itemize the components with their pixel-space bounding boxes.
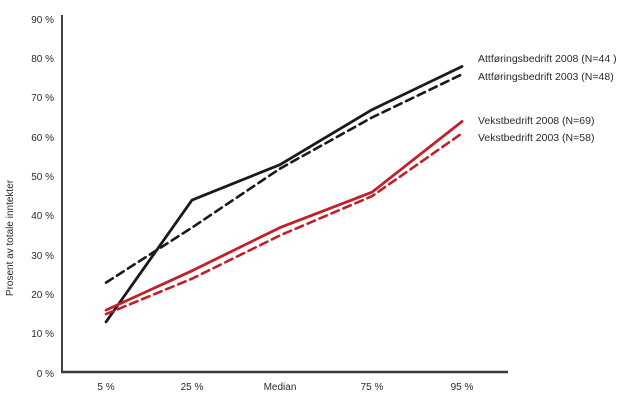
legend-label-vekstbedrift-2003: Vekstbedrift 2003 (N=58) — [478, 132, 594, 144]
line-vekstbedrift-2003-dashed — [104, 132, 464, 316]
x-tick-label: 75 % — [361, 382, 384, 393]
y-tick-labels: 90 % 80 % 70 % 60 % 50 % 40 % 30 % 20 % … — [31, 15, 54, 380]
line-vekstbedrift-2008-solid — [104, 120, 464, 312]
y-tick-label: 20 % — [31, 290, 54, 301]
y-tick-label: 60 % — [31, 133, 54, 144]
y-tick-label: 10 % — [31, 329, 54, 340]
legend: Attføringsbedrift 2008 (N=44 ) Attføring… — [478, 53, 617, 144]
y-tick-label: 50 % — [31, 172, 54, 183]
y-tick-label: 70 % — [31, 93, 54, 104]
x-tick-label: Median — [264, 382, 297, 393]
legend-label-attforingsbedrift-2003: Attføringsbedrift 2003 (N=48) — [478, 71, 614, 83]
x-tick-label: 5 % — [97, 382, 114, 393]
y-tick-label: 80 % — [31, 54, 54, 65]
legend-label-vekstbedrift-2008: Vekstbedrift 2008 (N=69) — [478, 115, 594, 127]
x-tick-label: 95 % — [451, 382, 474, 393]
y-tick-label: 40 % — [31, 211, 54, 222]
line-attforingsbedrift-2008-solid — [104, 65, 464, 324]
y-tick-label: 90 % — [31, 15, 54, 26]
legend-label-attforingsbedrift-2008: Attføringsbedrift 2008 (N=44 ) — [478, 53, 617, 65]
line-attforingsbedrift-2003-dashed — [104, 73, 464, 284]
y-axis-title: Prosent av totale inntekter — [5, 179, 16, 296]
series-lines — [104, 65, 464, 324]
y-tick-label: 30 % — [31, 251, 54, 262]
x-tick-labels: 5 % 25 % Median 75 % 95 % — [97, 382, 473, 393]
x-tick-label: 25 % — [181, 382, 204, 393]
y-tick-label: 0 % — [37, 369, 54, 380]
